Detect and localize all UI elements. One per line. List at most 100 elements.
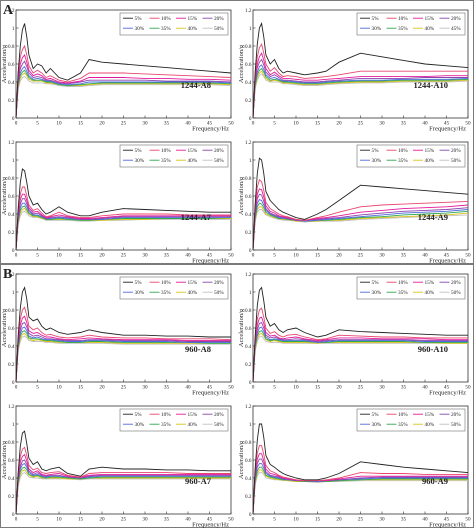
series-line-10pct [15,306,232,383]
x-tick-label: 0 [15,253,18,259]
series-line-50pct [15,335,231,383]
y-axis-label: Acceleration/g [1,440,8,479]
chart-title: 1244-A9 [418,212,448,222]
y-tick-label: 0.6 [245,194,252,200]
legend-label: 20% [214,412,224,418]
y-tick-label: 0.8 [8,44,15,50]
y-tick-label: 1 [249,158,252,164]
x-tick-label: 15 [78,253,84,259]
legend-label: 10% [398,280,408,286]
y-tick-label: 0.8 [245,44,252,50]
y-tick-label: 1 [12,422,15,428]
legend-label: 10% [398,148,408,154]
x-tick-label: 25 [358,121,364,127]
x-tick-label: 25 [121,385,127,391]
x-tick-label: 30 [379,517,385,523]
legend-label: 10% [398,412,408,418]
y-tick-label: 1.2 [245,140,252,146]
legend-label: 5% [372,16,380,22]
y-tick-label: 0 [249,116,252,122]
series-line-30pct [252,463,468,515]
series-line-35pct [15,330,231,383]
x-tick-label: 35 [401,385,407,391]
series-line-5pct [15,23,232,119]
chart-title: 1244-A7 [181,212,212,222]
legend-box [356,12,466,36]
y-tick-label: 1 [249,26,252,32]
y-tick-label: 0.4 [245,344,252,350]
x-axis-label: Frequency/Hz [192,390,229,397]
y-tick-label: 0.4 [245,212,252,218]
legend-label: 40% [425,422,435,428]
x-tick-label: 5 [273,517,276,523]
y-tick-label: 0.8 [245,440,252,446]
x-tick-label: 30 [142,121,148,127]
series-line-15pct [252,453,468,515]
series-line-20pct [252,193,469,251]
x-tick-label: 20 [99,517,105,523]
y-tick-label: 0 [12,248,15,254]
x-axis-label: Frequency/Hz [192,522,229,528]
chart-title: 960-A7 [185,476,212,486]
series-line-5pct [252,423,469,515]
x-tick-label: 15 [78,517,84,523]
legend-box [119,276,229,300]
legend-label: 35% [398,290,408,296]
series-line-15pct [15,193,231,251]
series-line-5pct [252,22,469,119]
x-tick-label: 5 [36,253,39,259]
series-line-15pct [15,315,231,383]
legend-label: 20% [214,280,224,286]
legend-box [119,12,229,36]
x-tick-label: 25 [121,121,127,127]
y-tick-label: 0.6 [8,62,15,68]
chart-panel-1: 0 5 10 15 20 25 30 35 40 45 50 0 0.2 0.4 0.6 0.8 1 1.2 Fre… [238,8,471,133]
y-tick-label: 1.2 [245,404,252,410]
x-tick-label: 40 [422,121,428,127]
legend-label: 10% [161,280,171,286]
y-tick-label: 0.8 [8,308,15,314]
x-tick-label: 50 [228,385,234,391]
series-line-40pct [15,332,231,383]
legend-label: 20% [451,16,461,22]
y-tick-label: 0.6 [245,62,252,68]
series-line-20pct [15,60,232,119]
x-tick-label: 30 [379,121,385,127]
series-line-50pct [15,76,232,119]
legend-label: 10% [161,412,171,418]
y-tick-label: 0.6 [8,326,15,332]
series-line-40pct [252,70,469,119]
x-tick-label: 0 [252,517,255,523]
series-line-30pct [15,202,231,251]
legend-label: 35% [161,26,171,32]
y-tick-label: 0 [249,380,252,386]
legend-label: 50% [214,290,224,296]
x-tick-label: 5 [273,253,276,259]
legend-label: 50% [214,158,224,164]
x-tick-label: 10 [293,385,299,391]
legend-label: 30% [372,158,382,164]
x-tick-label: 20 [336,253,342,259]
y-tick-label: 0.6 [245,326,252,332]
x-tick-label: 35 [401,253,407,259]
legend-label: 40% [425,26,435,32]
legend-label: 40% [188,422,198,428]
legend-label: 5% [372,148,380,154]
legend-label: 5% [372,412,380,418]
series-line-20pct [15,459,231,515]
chart-panel-7: 0 5 10 15 20 25 30 35 40 45 50 0 0.2 0.4 0.6 0.8 1 1.2 Fre… [238,404,471,528]
x-tick-label: 50 [228,517,234,523]
legend-label: 10% [161,148,171,154]
series-line-15pct [15,54,232,119]
y-tick-label: 0 [12,380,15,386]
x-tick-label: 25 [121,517,127,523]
x-tick-label: 45 [207,253,213,259]
x-tick-label: 15 [315,517,321,523]
x-tick-label: 15 [78,385,84,391]
x-tick-label: 40 [185,385,191,391]
y-tick-label: 0 [12,512,15,518]
y-tick-label: 0.8 [8,440,15,446]
x-tick-label: 25 [358,385,364,391]
legend-label: 30% [135,290,145,296]
x-tick-label: 45 [207,121,213,127]
